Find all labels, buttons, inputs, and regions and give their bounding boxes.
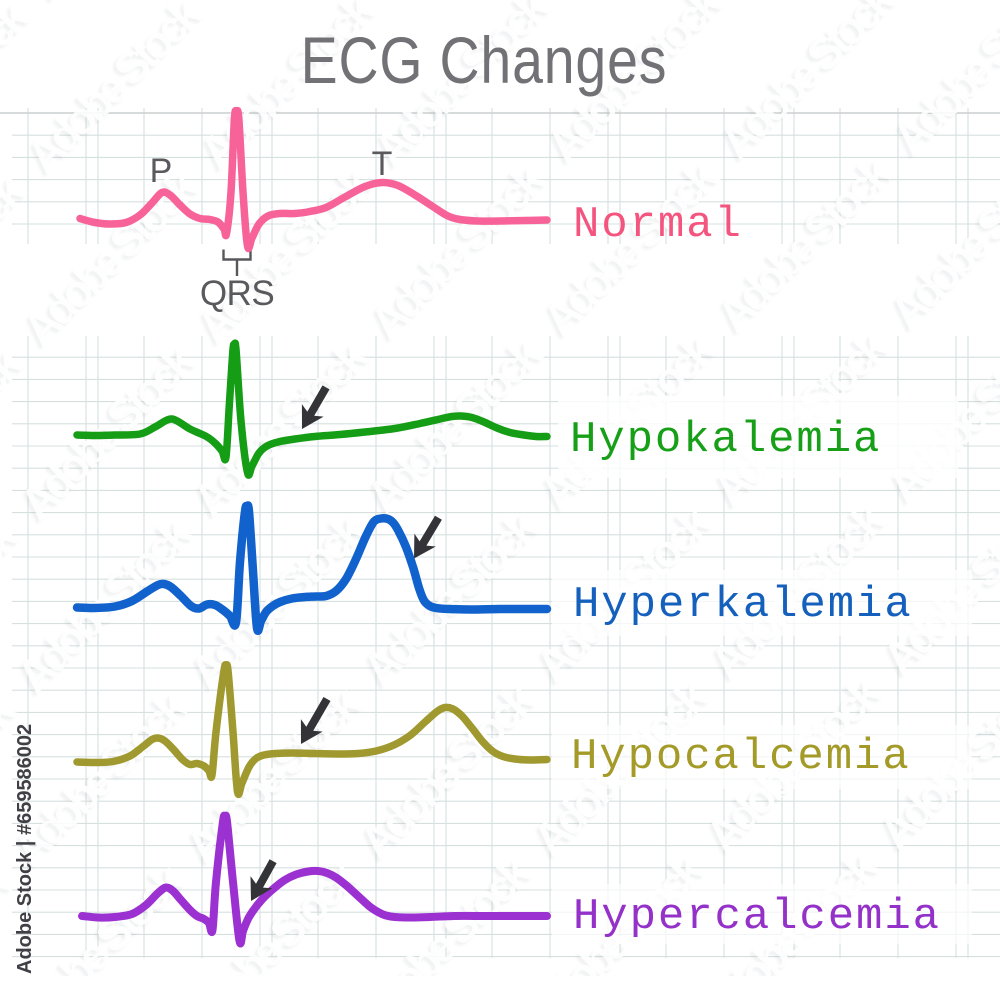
svg-text:Normal: Normal: [573, 200, 743, 250]
svg-text:T: T: [372, 145, 393, 183]
svg-text:Hypocalcemia: Hypocalcemia: [571, 732, 911, 782]
svg-text:QRS: QRS: [200, 274, 274, 313]
svg-text:Hypercalcemia: Hypercalcemia: [573, 892, 941, 942]
svg-text:ECG Changes: ECG Changes: [301, 23, 668, 97]
svg-text:P: P: [150, 152, 173, 190]
svg-text:Hypokalemia: Hypokalemia: [570, 415, 881, 465]
svg-text:Adobe Stock | #659586002: Adobe Stock | #659586002: [14, 724, 36, 974]
svg-text:Hyperkalemia: Hyperkalemia: [573, 580, 913, 630]
